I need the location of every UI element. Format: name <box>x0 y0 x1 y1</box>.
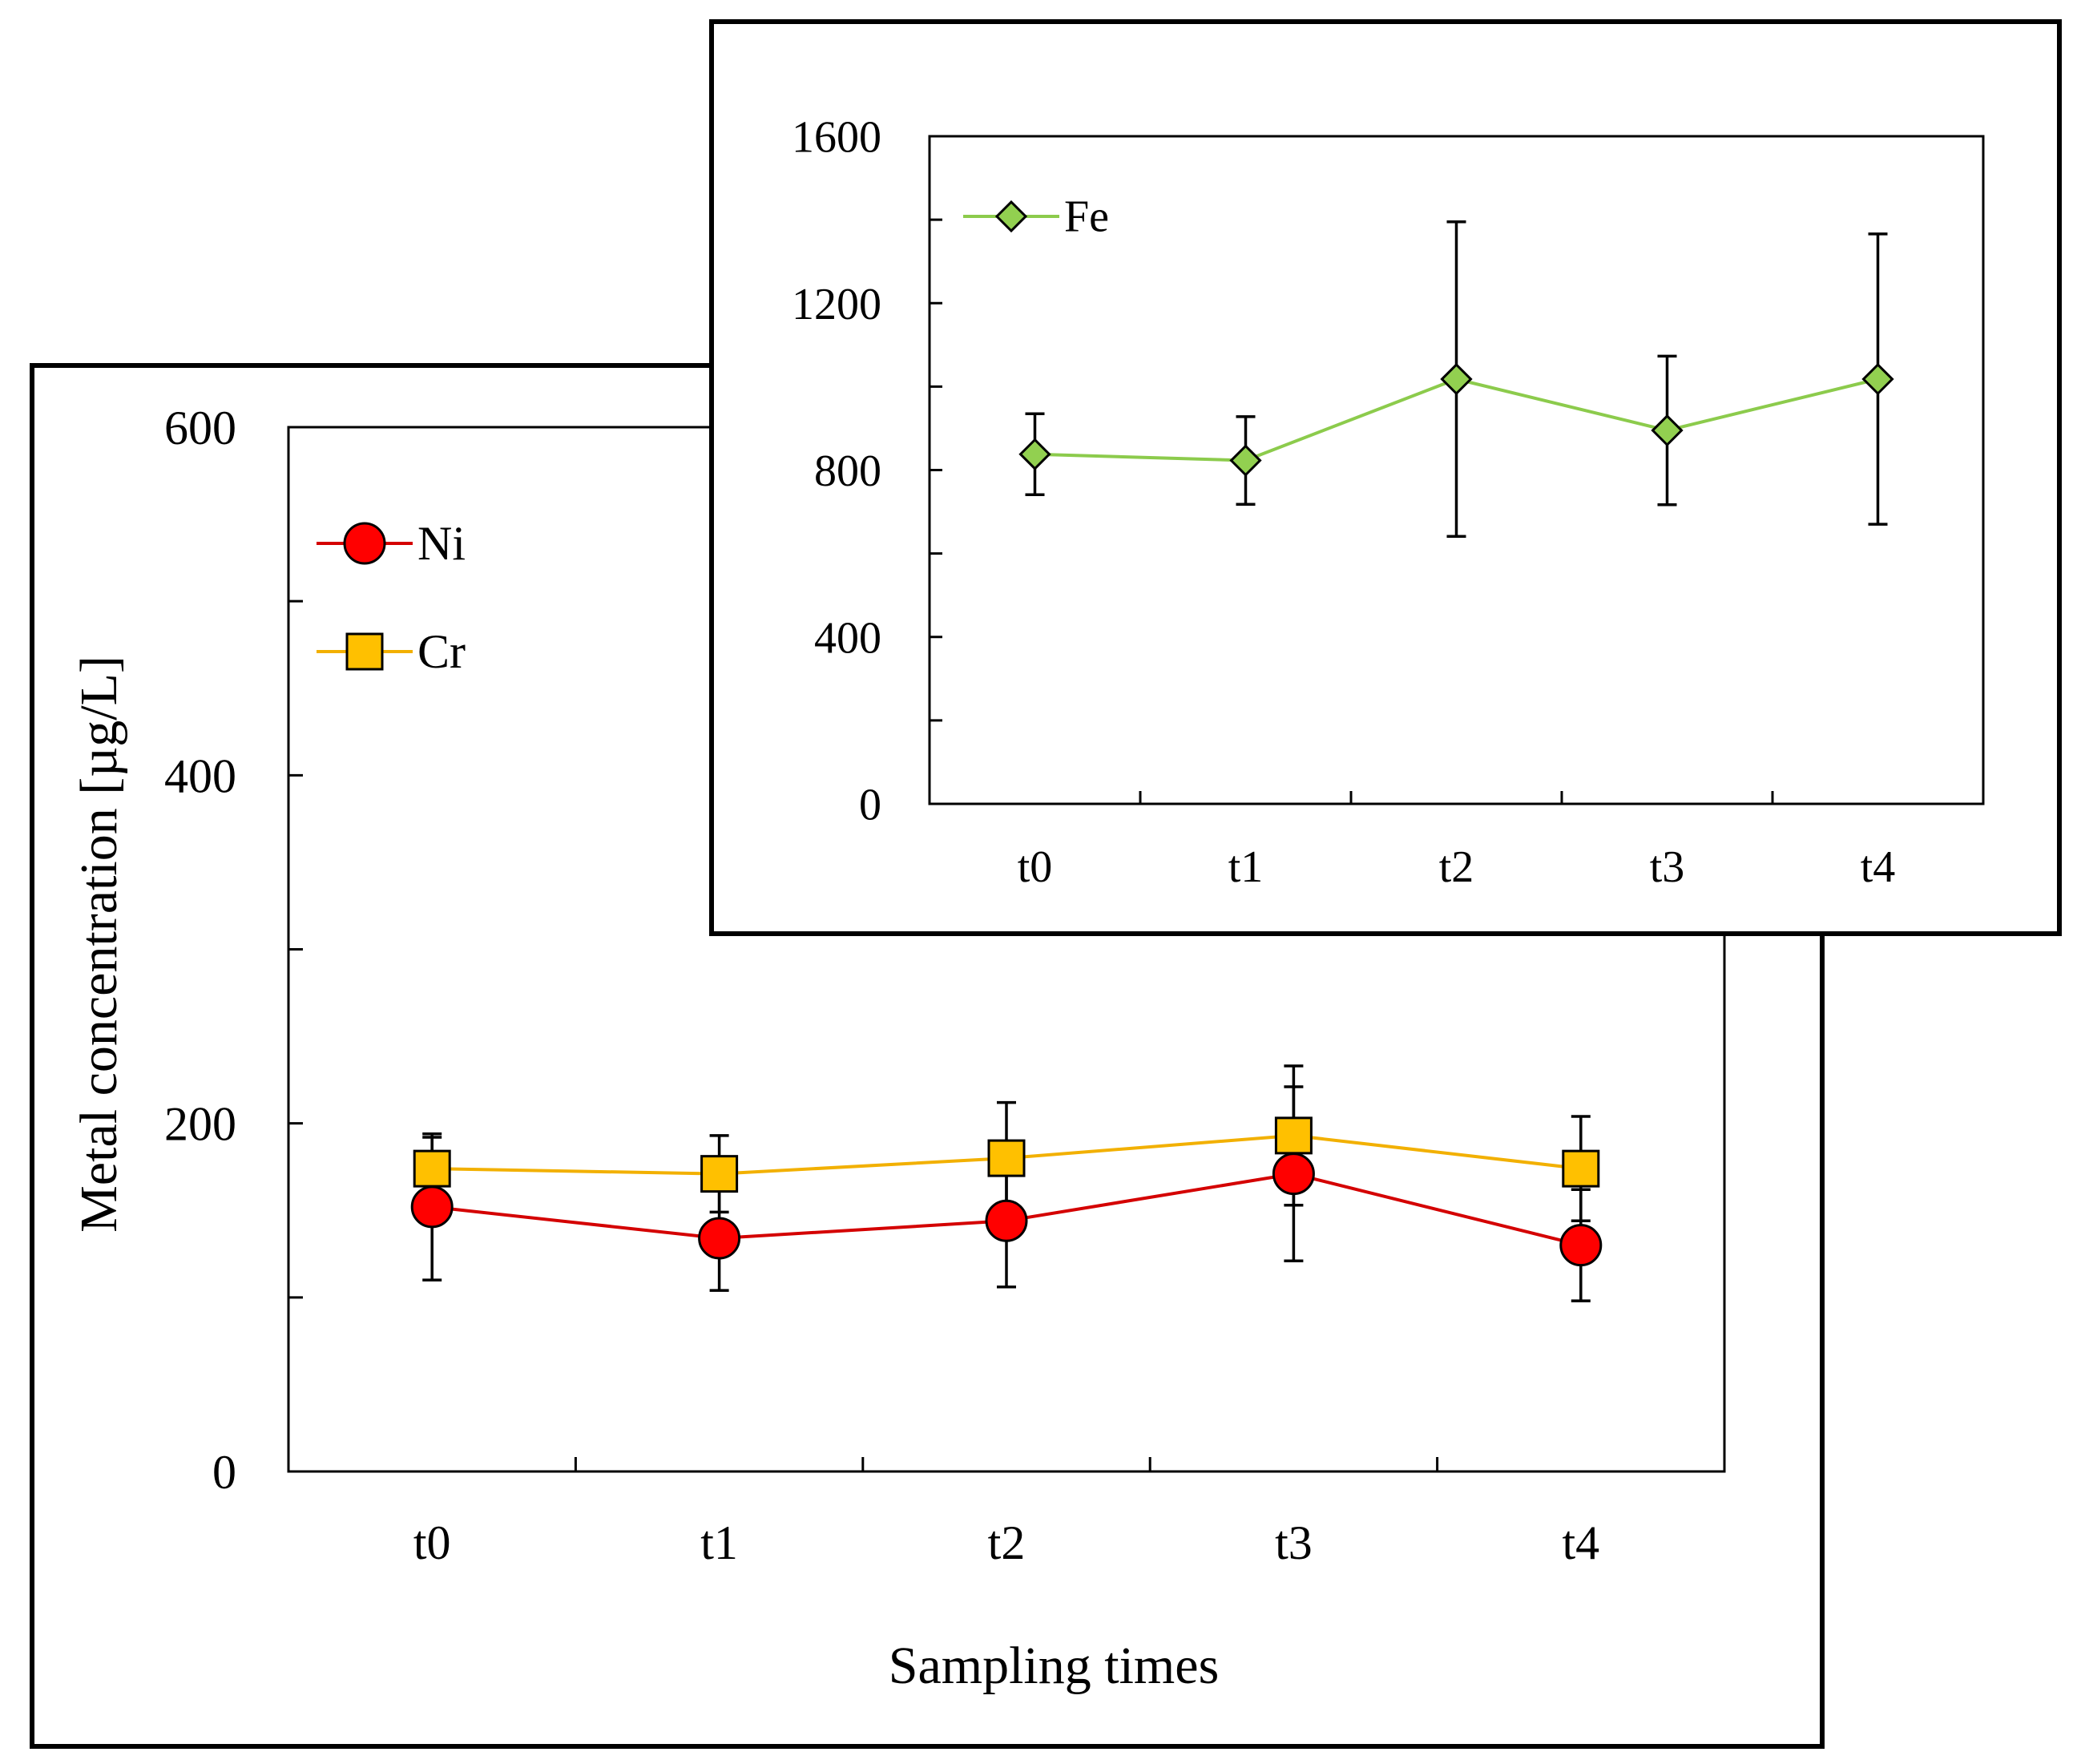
y-tick-label: 800 <box>814 446 881 496</box>
x-tick-label: t4 <box>1861 842 1896 892</box>
fe-legend-label: Fe <box>1064 192 1109 241</box>
fe-legend-marker <box>994 200 1028 233</box>
fe-point <box>1651 414 1684 447</box>
x-tick-label: t0 <box>1018 842 1053 892</box>
cr-point <box>1274 1116 1313 1155</box>
inset-series-layer <box>1018 220 1894 539</box>
x-tick-label: t1 <box>1228 842 1264 892</box>
fe-point <box>1861 362 1894 396</box>
fe-point <box>1440 362 1473 396</box>
cr-point <box>1562 1149 1600 1188</box>
y-tick-label: 400 <box>814 613 881 663</box>
y-tick-label: 0 <box>859 781 881 830</box>
x-tick-label: t2 <box>988 1516 1026 1569</box>
ni-legend-marker <box>343 522 386 565</box>
ni-point <box>410 1185 454 1229</box>
x-tick-label: t4 <box>1562 1516 1599 1569</box>
fe-point <box>1018 438 1051 470</box>
ni-legend-label: Ni <box>417 517 466 570</box>
ni-point <box>698 1217 741 1260</box>
main-series-layer <box>410 1064 1603 1302</box>
ni-point <box>1559 1224 1603 1267</box>
inset-y-axis: 0 400 800 1200 1600 <box>792 113 942 830</box>
y-tick-label: 1200 <box>792 280 881 329</box>
main-y-axis-title: Metal concentration [µg/L] <box>70 656 128 1233</box>
main-x-axis: t0 t1 t2 t3 t4 <box>413 1457 1599 1569</box>
ni-point <box>1272 1152 1315 1196</box>
cr-legend-marker <box>345 632 384 671</box>
main-legend: Ni Cr <box>317 517 466 678</box>
y-tick-label: 400 <box>164 749 236 802</box>
x-tick-label: t0 <box>413 1516 451 1569</box>
y-tick-label: 600 <box>164 402 236 454</box>
cr-point <box>700 1155 739 1193</box>
x-tick-label: t1 <box>700 1516 738 1569</box>
y-tick-label: 1600 <box>792 113 881 163</box>
y-tick-label: 0 <box>212 1446 236 1499</box>
x-tick-label: t3 <box>1650 842 1685 892</box>
ni-point <box>985 1199 1028 1242</box>
y-tick-label: 200 <box>164 1098 236 1151</box>
fe-point <box>1229 444 1262 477</box>
inset-x-axis: t0 t1 t2 t3 t4 <box>1018 791 1896 892</box>
main-x-axis-title: Sampling times <box>889 1637 1220 1695</box>
main-y-axis: 0 200 400 600 <box>164 402 303 1499</box>
cr-legend-label: Cr <box>417 625 466 678</box>
x-tick-label: t2 <box>1439 842 1474 892</box>
x-tick-label: t3 <box>1275 1516 1313 1569</box>
cr-point <box>987 1139 1026 1177</box>
cr-point <box>413 1149 451 1188</box>
inset-legend: Fe <box>963 192 1109 241</box>
